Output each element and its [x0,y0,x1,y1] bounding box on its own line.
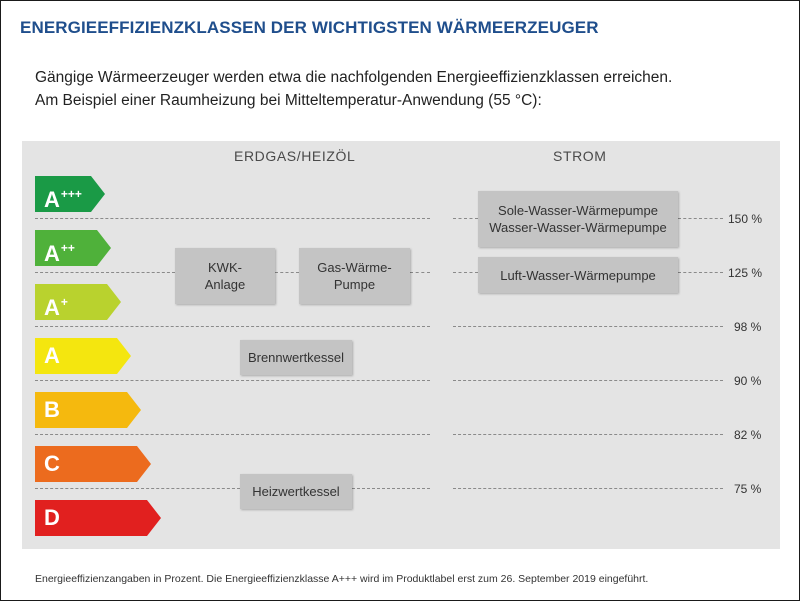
threshold-label-125: 125 % [728,266,763,280]
box-heizwertkessel: Heizwertkessel [240,474,352,509]
threshold-line-82-right [453,434,723,435]
class-label: D [44,505,60,530]
intro-line-2: Am Beispiel einer Raumheizung bei Mittel… [35,92,542,109]
threshold-line-125-left [35,272,175,273]
threshold-label-90: 90 % [734,374,762,388]
threshold-line-125-center [410,272,430,273]
threshold-line-90-left [35,380,430,381]
class-arrow-a-plus: A+ [35,284,121,320]
threshold-line-82-left [35,434,430,435]
class-arrow-shape [35,392,141,428]
intro-text: Gängige Wärmeerzeuger werden etwa die na… [35,66,672,112]
class-arrow-a: A [35,338,131,374]
threshold-line-125-right [678,272,723,273]
class-arrow-a-plus-plus: A++ [35,230,111,266]
class-arrow-a-plus-plus-plus: A+++ [35,176,105,212]
threshold-line-125-gap [275,272,299,273]
class-arrow-b: B [35,392,141,428]
column-heading-erdgas-heizoel: ERDGAS/HEIZÖL [234,148,356,164]
threshold-line-75-left [35,488,240,489]
threshold-label-150: 150 % [728,212,763,226]
class-label: A++ [44,241,75,266]
intro-line-1: Gängige Wärmeerzeuger werden etwa die na… [35,69,673,86]
box-sole-wasser-waermepumpe: Sole-Wasser-Wärmepumpe Wasser-Wasser-Wär… [478,191,678,247]
threshold-line-75-right [453,488,723,489]
figure-title: ENERGIEEFFIZIENZKLASSEN DER WICHTIGSTEN … [20,18,599,37]
class-label: C [44,451,60,476]
box-brennwertkessel: Brennwertkessel [240,340,352,375]
class-arrow-d: D [35,500,161,536]
threshold-line-90-right [453,380,723,381]
class-label: A+++ [44,187,82,212]
class-arrow-shape [35,446,151,482]
class-arrow-shape [35,176,105,212]
threshold-line-150-right [678,218,723,219]
class-label: B [44,397,60,422]
box-luft-wasser-waermepumpe: Luft-Wasser-Wärmepumpe [478,257,678,293]
footnote: Energieeffizienzangaben in Prozent. Die … [35,573,649,585]
class-arrow-shape [35,230,111,266]
box-kwk-anlage: KWK- Anlage [175,248,275,304]
box-gas-waermepumpe: Gas-Wärme- Pumpe [299,248,410,304]
threshold-line-75-center [352,488,430,489]
threshold-line-150-left [35,218,430,219]
class-arrow-shape [35,338,131,374]
threshold-line-150-mid [453,218,478,219]
threshold-label-82: 82 % [734,428,762,442]
threshold-line-98-right [453,326,723,327]
threshold-line-125-mid [453,272,478,273]
class-arrow-shape [35,500,161,536]
threshold-label-98: 98 % [734,320,762,334]
class-label: A [44,343,60,368]
threshold-line-98-left [35,326,430,327]
column-heading-strom: STROM [553,148,607,164]
class-arrow-shape [35,284,121,320]
class-arrow-c: C [35,446,151,482]
threshold-label-75: 75 % [734,482,762,496]
class-label: A+ [44,295,68,320]
